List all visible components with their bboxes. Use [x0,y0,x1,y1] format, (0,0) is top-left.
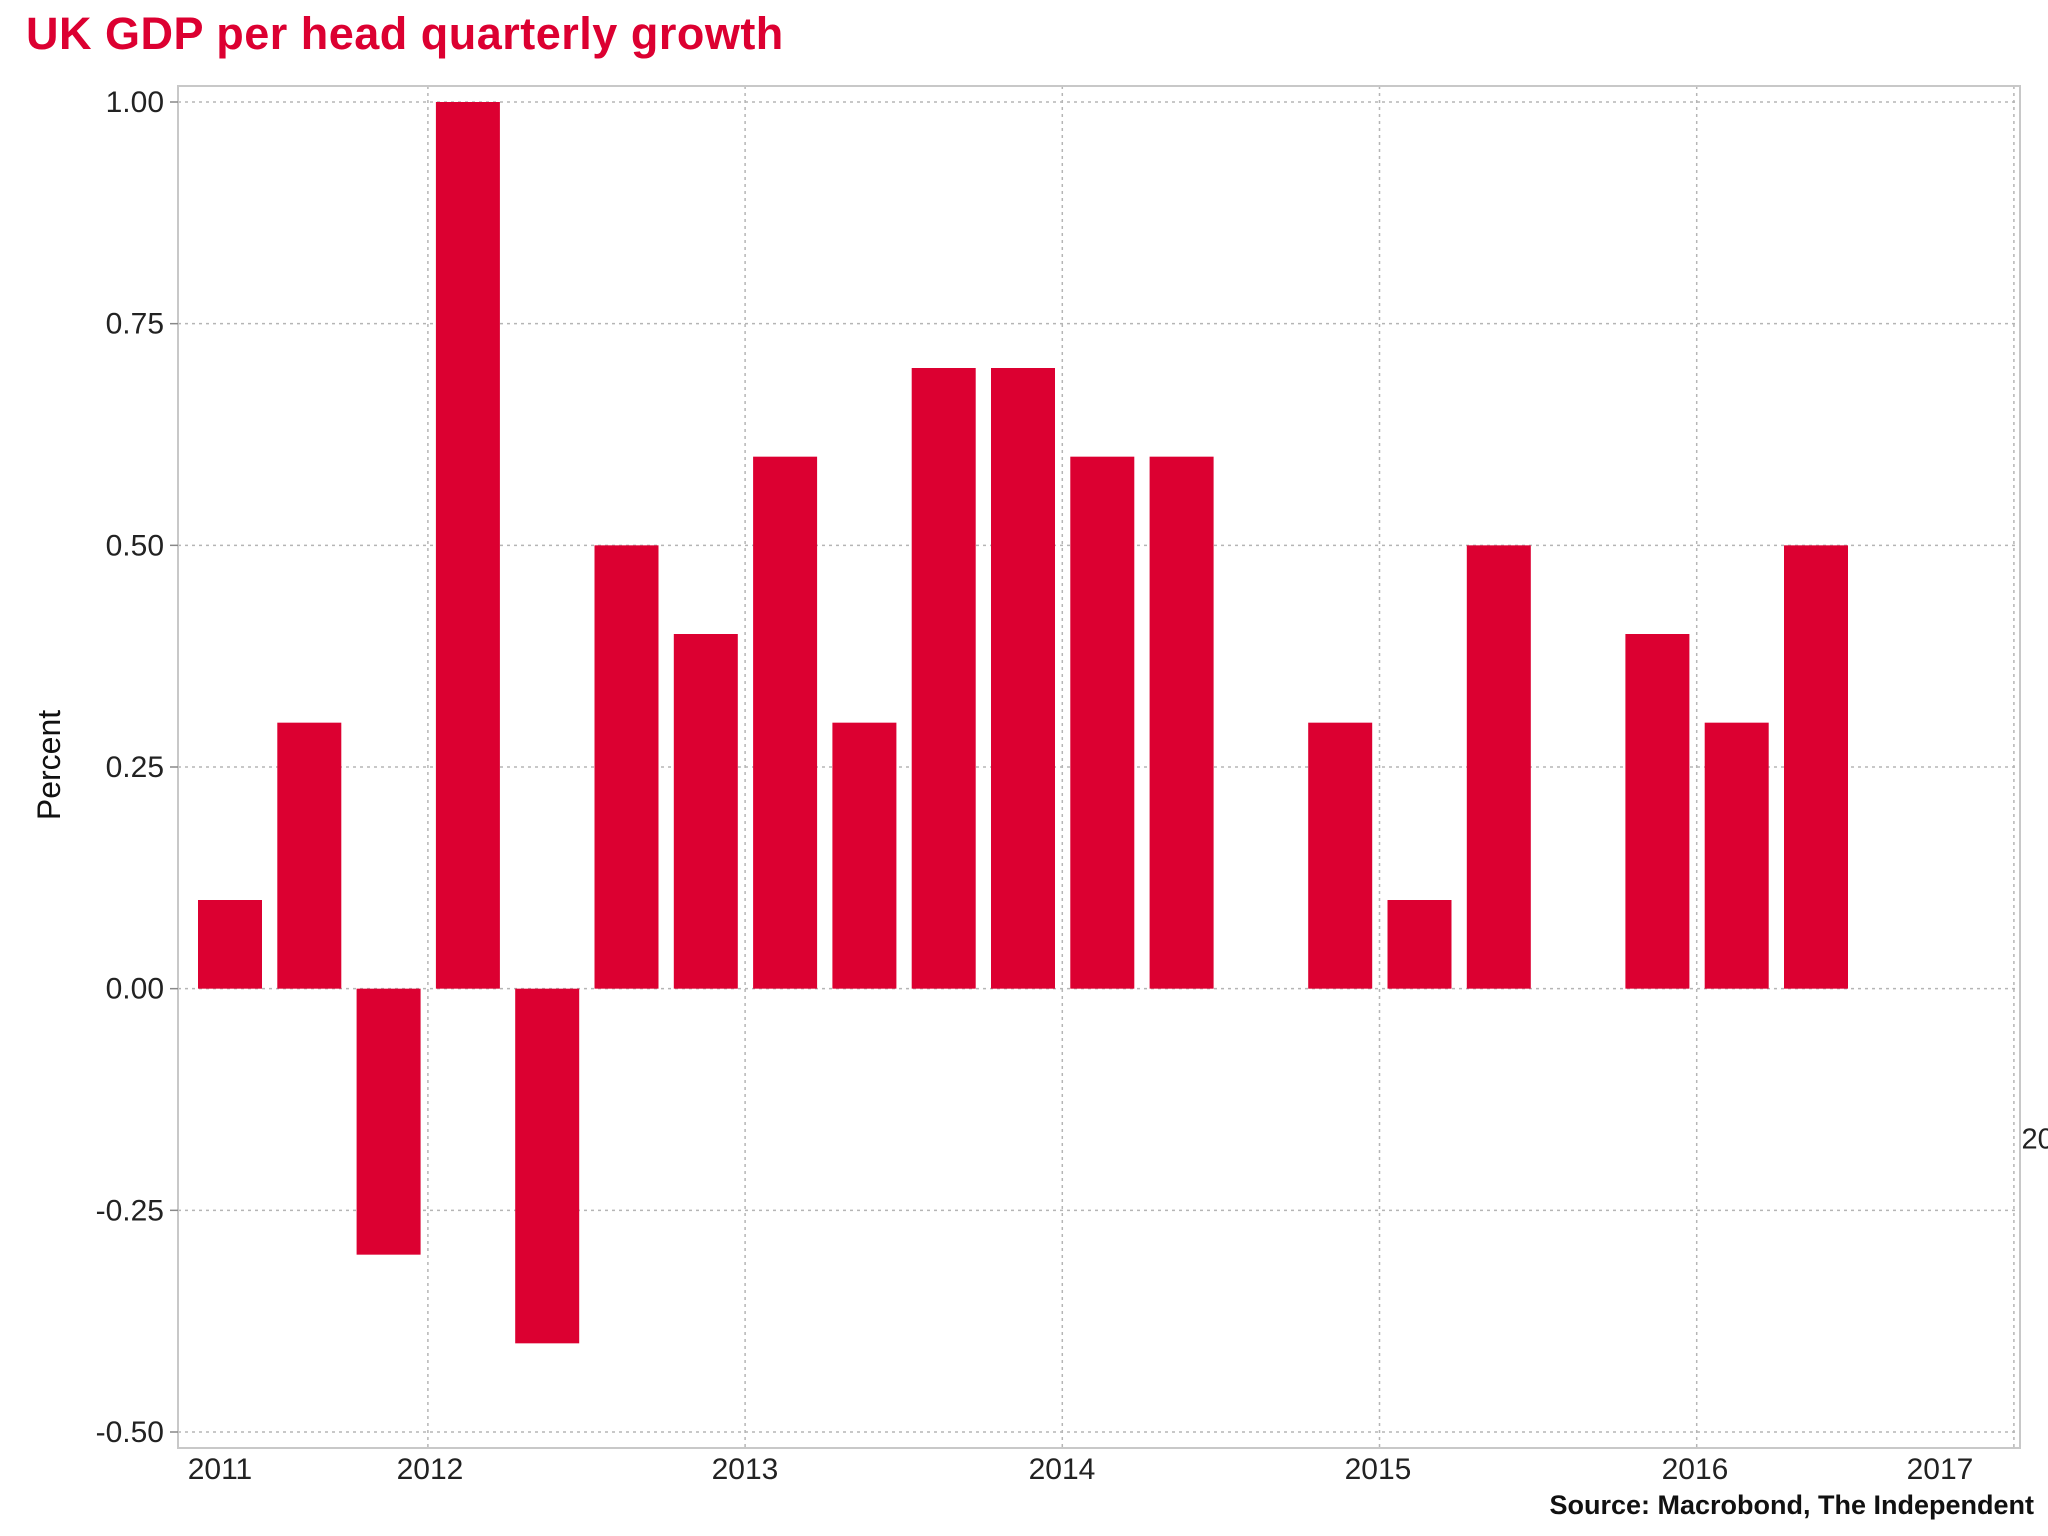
bar-2014-q1 [1150,457,1214,989]
bar-2014-q3 [1308,723,1372,989]
bar-2012-q4 [753,457,817,989]
source-note: Source: Macrobond, The Independent [1549,1490,2034,1521]
x-tick-label: 2013 [712,1453,779,1486]
y-axis-ticks: 1.00 0.75 0.50 0.25 0.00 -0.25 -0.50 [96,86,178,1449]
bar-2012-q3 [674,634,738,989]
annotation-label: 2017 Q1 0 [2021,1124,2048,1156]
bar-2015-q3 [1625,634,1689,989]
x-tick-label: 2014 [1029,1453,1096,1486]
x-axis-ticks: 2011 2012 2013 2014 2015 2016 2017 [188,1453,1974,1486]
y-axis-title: Percent [31,710,67,820]
y-tick-label: 0.25 [106,751,164,784]
bar-2011-q3 [357,989,421,1255]
bar-series [198,102,1848,1343]
x-tick-label: 2015 [1345,1453,1412,1486]
chart-canvas: 1.000.750.500.250.00-0.25-0.50 2011 2012 2… [0,0,2048,1536]
y-tick-label: -0.25 [96,1194,164,1227]
y-tick-label: 0.75 [106,308,164,341]
bar-2012-q1 [515,989,579,1344]
bar-2013-q1 [832,723,896,989]
bar-2016-q1 [1784,545,1848,988]
y-tick-label: 0.50 [106,529,164,562]
bar-2013-q2 [912,368,976,989]
bar-2015-q1 [1467,545,1531,988]
bar-2011-q1 [198,900,262,989]
x-tick-label: 2016 [1662,1453,1729,1486]
y-tick-label: 0.00 [106,973,164,1006]
bar-2013-q3 [991,368,1055,989]
bar-2011-q4 [436,102,500,989]
bar-2011-q2 [277,723,341,989]
y-tick-label: -0.50 [96,1416,164,1449]
bar-2012-q2 [595,545,659,988]
x-tick-label: 2012 [397,1453,464,1486]
y-tick-label: 1.00 [106,86,164,119]
annotation: 2017 Q1 0 [2021,972,2048,1156]
bar-2013-q4 [1070,457,1134,989]
x-tick-label: 2011 [188,1453,253,1486]
bar-2014-q4 [1388,900,1452,989]
x-tick-label: 2017 [1907,1453,1974,1486]
bar-2015-q4 [1705,723,1769,989]
